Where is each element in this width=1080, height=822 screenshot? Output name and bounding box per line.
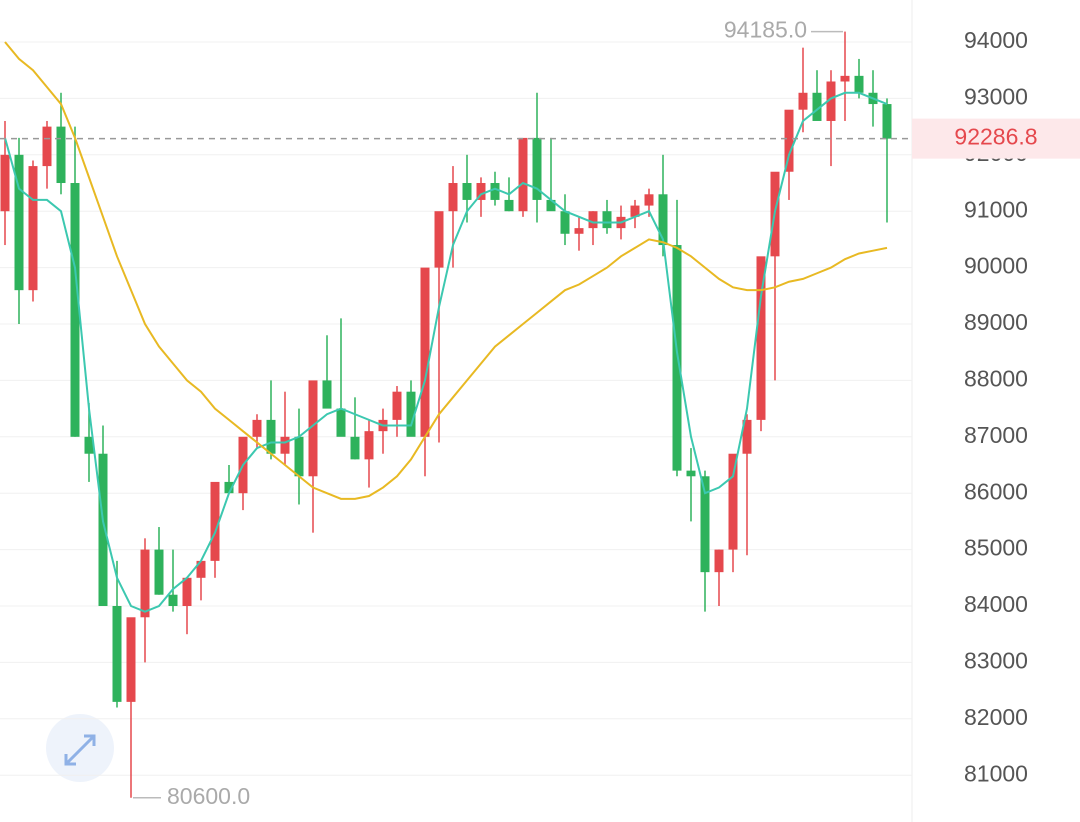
candle-body (266, 419, 276, 454)
y-tick-label: 90000 (964, 253, 1028, 279)
candle-body (28, 166, 38, 291)
candle-body (280, 436, 290, 454)
candle-body (126, 617, 136, 702)
candle-body (434, 211, 444, 268)
candle-body (644, 194, 654, 206)
candle-body (490, 183, 500, 200)
expand-button[interactable] (46, 714, 114, 782)
candle-body (812, 92, 822, 121)
candle-body (196, 560, 206, 578)
candle-body (14, 154, 24, 291)
candle-body (560, 211, 570, 234)
candle-body (826, 81, 836, 121)
y-tick-label: 82000 (964, 704, 1028, 730)
candle-body (392, 391, 402, 420)
y-tick-label: 84000 (964, 591, 1028, 617)
candle-body (364, 431, 374, 460)
candle-body (168, 594, 178, 606)
y-tick-label: 86000 (964, 478, 1028, 504)
last-price-label: 92286.8 (954, 124, 1037, 150)
candle-body (504, 199, 514, 212)
y-tick-label: 81000 (964, 760, 1028, 786)
candle-body (728, 453, 738, 550)
low-label: 80600.0 (167, 783, 250, 809)
candle-body (784, 109, 794, 172)
candle-body (714, 549, 724, 573)
candle-body (252, 419, 262, 437)
high-label: 94185.0 (724, 17, 807, 43)
y-tick-label: 83000 (964, 647, 1028, 673)
candle-body (70, 183, 80, 437)
candle-body (532, 137, 542, 200)
candle-body (602, 211, 612, 229)
y-tick-label: 94000 (964, 27, 1028, 53)
candle-body (350, 436, 360, 460)
candle-body (448, 183, 458, 212)
candle-body (588, 211, 598, 229)
candle-body (742, 419, 752, 454)
candle-body (406, 391, 416, 437)
candle-body (42, 126, 52, 167)
candle-body (98, 453, 108, 606)
y-tick-label: 85000 (964, 535, 1028, 561)
y-tick-label: 93000 (964, 83, 1028, 109)
candle-body (854, 75, 864, 93)
y-tick-label: 89000 (964, 309, 1028, 335)
candle-body (308, 380, 318, 477)
candle-body (336, 408, 346, 437)
moving-average-line (4, 41, 888, 500)
candle-body (182, 577, 192, 606)
candle-body (84, 436, 94, 454)
candle-body (882, 104, 892, 139)
candle-body (658, 194, 668, 246)
candle-body (840, 75, 850, 82)
candle-body (294, 436, 304, 477)
candle-body (112, 605, 122, 702)
candle-body (0, 154, 10, 212)
last-price-bg (912, 118, 1080, 159)
candle-body (700, 476, 710, 573)
y-tick-label: 87000 (964, 422, 1028, 448)
candle-body (518, 137, 528, 212)
expand-icon[interactable] (64, 734, 96, 766)
y-tick-label: 91000 (964, 196, 1028, 222)
candle-body (574, 228, 584, 234)
candle-body (798, 92, 808, 110)
candle-body (686, 470, 696, 477)
candle-body (756, 256, 766, 420)
candle-body (322, 380, 332, 409)
candle-body (224, 481, 234, 494)
candle-body (210, 481, 220, 561)
candle-body (56, 126, 66, 184)
candle-body (140, 549, 150, 618)
candle-body (154, 549, 164, 595)
candle-body (420, 267, 430, 437)
y-tick-label: 88000 (964, 365, 1028, 391)
candle-body (476, 183, 486, 200)
candle-body (546, 199, 556, 212)
candle-body (462, 183, 472, 200)
candle-body (630, 205, 640, 217)
moving-average-line (4, 91, 888, 613)
